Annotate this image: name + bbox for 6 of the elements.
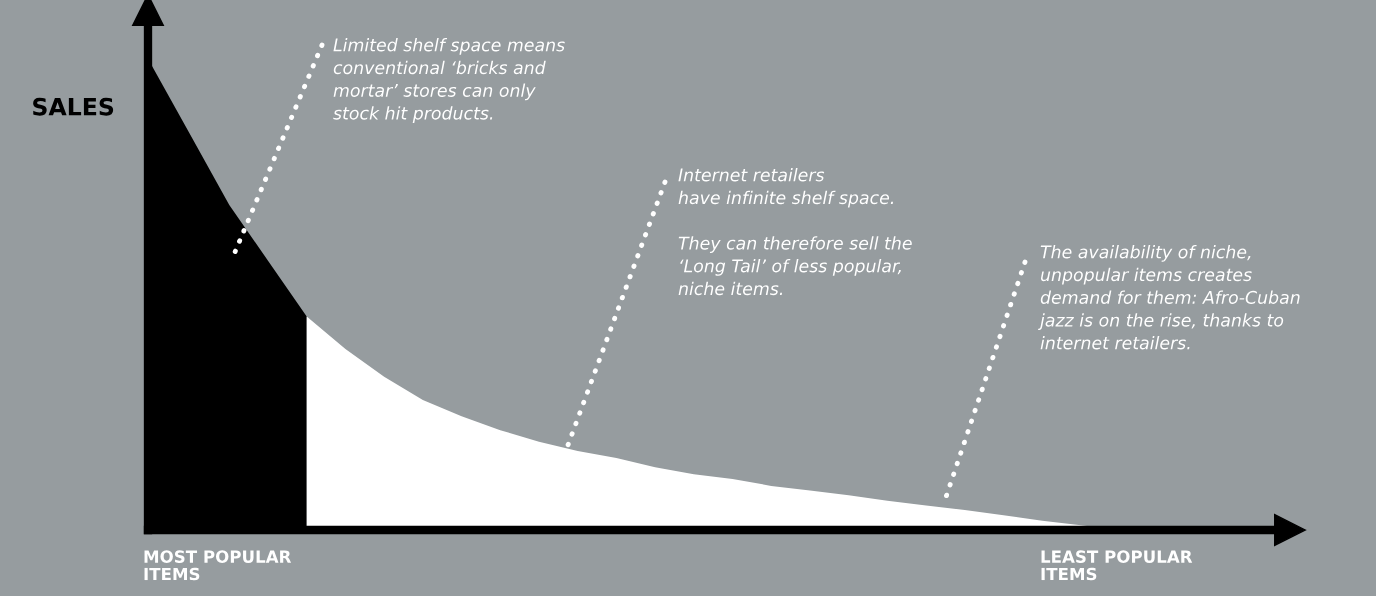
text: MOST POPULAR ITEMS [144,550,292,581]
y-axis-title: SALES [33,97,114,116]
text: LEAST POPULAR ITEMS [1041,550,1193,581]
text: Internet retailers have infinite shelf space. They can therefore sell the ‘Long Tail’ of less popular, niche items. [678,168,912,296]
annotation: The availability of niche, unpopular items creates demand for them: Afro-Cuban jazz is on the rise, thanks to internet retailers. [1038,245,1300,350]
annotation: Limited shelf space means conventional ‘bricks and mortar’ stores can only stock hit products. [333,38,565,124]
